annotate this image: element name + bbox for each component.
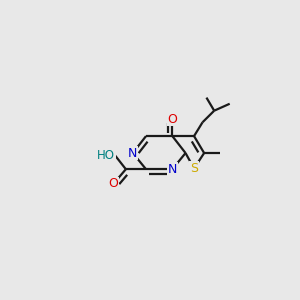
Text: N: N [168,163,177,176]
Text: S: S [190,162,198,175]
Text: O: O [109,177,118,190]
Text: N: N [128,146,137,160]
Text: HO: HO [97,149,115,162]
Text: O: O [167,113,177,126]
